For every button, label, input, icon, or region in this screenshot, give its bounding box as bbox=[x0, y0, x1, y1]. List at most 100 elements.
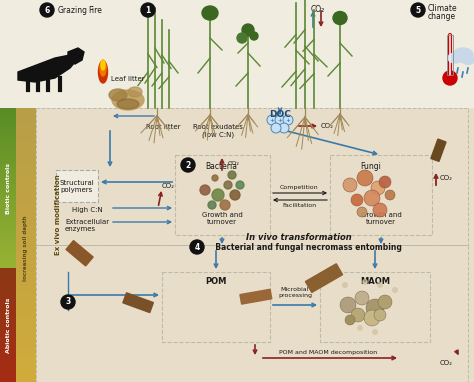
Bar bbox=[16, 272, 36, 280]
Circle shape bbox=[378, 295, 392, 309]
Circle shape bbox=[212, 189, 224, 201]
Bar bbox=[0, 325, 16, 329]
Bar bbox=[0, 204, 16, 209]
Text: POM: POM bbox=[205, 277, 227, 286]
Circle shape bbox=[374, 309, 386, 321]
Bar bbox=[0, 321, 16, 325]
Text: High C:N: High C:N bbox=[72, 207, 103, 213]
Bar bbox=[0, 268, 16, 272]
Circle shape bbox=[237, 33, 247, 43]
Bar bbox=[0, 351, 16, 356]
Bar bbox=[0, 228, 16, 233]
Circle shape bbox=[357, 207, 367, 217]
Polygon shape bbox=[18, 55, 75, 82]
Circle shape bbox=[371, 181, 385, 195]
Bar bbox=[0, 378, 16, 382]
Ellipse shape bbox=[462, 55, 474, 65]
Bar bbox=[0, 310, 16, 314]
Text: MAOM: MAOM bbox=[360, 277, 390, 286]
Bar bbox=[16, 252, 36, 259]
Circle shape bbox=[377, 282, 383, 288]
Bar bbox=[0, 172, 16, 176]
Circle shape bbox=[343, 178, 357, 192]
Polygon shape bbox=[68, 48, 84, 64]
Bar bbox=[0, 333, 16, 337]
Bar bbox=[16, 122, 36, 129]
Bar bbox=[16, 279, 36, 286]
FancyBboxPatch shape bbox=[305, 263, 343, 293]
Circle shape bbox=[228, 171, 236, 179]
Text: Increasing soil depth: Increasing soil depth bbox=[24, 215, 28, 281]
Bar bbox=[0, 283, 16, 288]
Circle shape bbox=[267, 115, 277, 125]
Circle shape bbox=[61, 295, 75, 309]
Text: DOC: DOC bbox=[269, 110, 291, 118]
Circle shape bbox=[242, 24, 254, 36]
Bar bbox=[16, 108, 36, 115]
Circle shape bbox=[342, 282, 348, 288]
Circle shape bbox=[283, 115, 293, 125]
Bar bbox=[16, 354, 36, 362]
Text: CO₂: CO₂ bbox=[311, 5, 325, 14]
Circle shape bbox=[357, 325, 363, 331]
Bar bbox=[0, 184, 16, 188]
Text: +: + bbox=[270, 118, 274, 123]
Bar bbox=[16, 211, 36, 218]
Bar bbox=[0, 374, 16, 379]
Bar bbox=[0, 136, 16, 141]
Circle shape bbox=[275, 115, 285, 125]
Bar bbox=[0, 359, 16, 364]
Circle shape bbox=[181, 158, 195, 172]
Circle shape bbox=[351, 308, 365, 322]
Bar bbox=[0, 216, 16, 220]
Ellipse shape bbox=[448, 53, 462, 63]
Bar bbox=[0, 340, 16, 345]
Bar bbox=[0, 371, 16, 375]
Bar bbox=[16, 327, 36, 335]
Circle shape bbox=[236, 181, 244, 189]
Circle shape bbox=[364, 190, 380, 206]
Bar bbox=[0, 344, 16, 348]
Text: 1: 1 bbox=[146, 5, 151, 15]
Circle shape bbox=[379, 176, 391, 188]
Text: Microbial
processing: Microbial processing bbox=[278, 287, 312, 298]
Bar bbox=[0, 272, 16, 276]
Bar bbox=[0, 248, 16, 253]
Bar bbox=[0, 200, 16, 204]
Text: CO₂: CO₂ bbox=[162, 183, 175, 189]
FancyBboxPatch shape bbox=[430, 138, 447, 162]
Bar bbox=[0, 208, 16, 212]
Bar bbox=[16, 218, 36, 225]
Ellipse shape bbox=[333, 11, 347, 24]
Bar bbox=[447, 35, 453, 75]
Bar bbox=[56, 170, 98, 202]
Bar bbox=[0, 317, 16, 322]
Bar bbox=[16, 170, 36, 177]
Bar bbox=[0, 180, 16, 185]
Ellipse shape bbox=[100, 60, 106, 76]
Bar bbox=[16, 183, 36, 191]
Circle shape bbox=[230, 190, 240, 200]
Bar bbox=[0, 240, 16, 244]
Circle shape bbox=[392, 287, 398, 293]
Bar bbox=[0, 256, 16, 261]
Bar bbox=[0, 291, 16, 295]
Text: Root litter: Root litter bbox=[146, 124, 180, 130]
Ellipse shape bbox=[109, 89, 127, 101]
Bar bbox=[0, 329, 16, 333]
Circle shape bbox=[279, 123, 289, 133]
Bar bbox=[0, 156, 16, 160]
Text: Structural
polymers: Structural polymers bbox=[60, 180, 94, 193]
Text: CO₂: CO₂ bbox=[228, 160, 240, 165]
Bar bbox=[0, 355, 16, 360]
Bar bbox=[16, 341, 36, 348]
Bar bbox=[0, 160, 16, 165]
Bar bbox=[0, 108, 36, 382]
Text: In vivo transformation: In vivo transformation bbox=[246, 233, 352, 241]
Text: CO₂: CO₂ bbox=[440, 360, 453, 366]
FancyBboxPatch shape bbox=[239, 289, 273, 305]
Circle shape bbox=[250, 32, 258, 40]
Bar bbox=[16, 300, 36, 307]
Circle shape bbox=[443, 71, 457, 85]
Text: Leaf litter: Leaf litter bbox=[111, 76, 145, 82]
